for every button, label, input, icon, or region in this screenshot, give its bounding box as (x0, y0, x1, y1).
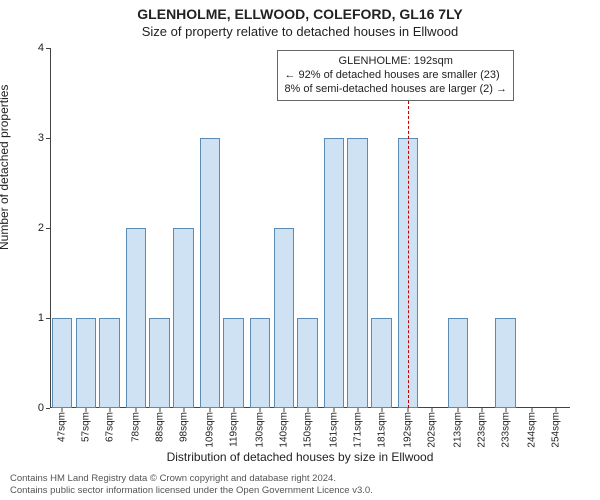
x-tick-label: 150sqm (302, 412, 313, 448)
x-tick-label: 181sqm (376, 412, 387, 448)
bar (200, 138, 221, 408)
x-tick-label: 98sqm (178, 412, 189, 442)
attribution: Contains HM Land Registry data © Crown c… (10, 473, 590, 496)
x-tick-label: 244sqm (526, 412, 537, 448)
bar (250, 318, 271, 408)
bar (149, 318, 170, 408)
bar (448, 318, 469, 408)
x-tick-label: 130sqm (254, 412, 265, 448)
x-tick-label: 57sqm (80, 412, 91, 442)
x-tick-label: 161sqm (328, 412, 339, 448)
annotation-box: GLENHOLME: 192sqm← 92% of detached house… (277, 50, 514, 101)
x-tick-label: 67sqm (104, 412, 115, 442)
annotation-line1: ← 92% of detached houses are smaller (23… (284, 69, 507, 83)
page-title: GLENHOLME, ELLWOOD, COLEFORD, GL16 7LY (0, 6, 600, 22)
x-tick-label: 88sqm (154, 412, 165, 442)
x-axis-label: Distribution of detached houses by size … (0, 450, 600, 464)
annotation-title: GLENHOLME: 192sqm (284, 55, 507, 69)
bar (495, 318, 516, 408)
page-subtitle: Size of property relative to detached ho… (0, 24, 600, 39)
y-tick-mark (46, 138, 50, 139)
x-tick-label: 192sqm (402, 412, 413, 448)
bar (371, 318, 392, 408)
x-tick-label: 140sqm (278, 412, 289, 448)
bar (173, 228, 194, 408)
attribution-line1: Contains HM Land Registry data © Crown c… (10, 473, 590, 484)
y-tick-mark (46, 318, 50, 319)
bar (297, 318, 318, 408)
y-axis-label: Number of detached properties (0, 85, 11, 250)
bar (99, 318, 120, 408)
y-tick-label: 3 (38, 132, 44, 144)
y-tick-mark (46, 408, 50, 409)
bar (274, 228, 295, 408)
bar (52, 318, 73, 408)
x-tick-label: 109sqm (204, 412, 215, 448)
y-tick-mark (46, 228, 50, 229)
x-tick-label: 254sqm (550, 412, 561, 448)
y-tick-label: 1 (38, 312, 44, 324)
marker-line (408, 101, 409, 408)
y-tick-mark (46, 48, 50, 49)
y-tick-label: 4 (38, 42, 44, 54)
y-tick-label: 0 (38, 402, 44, 414)
bar (126, 228, 147, 408)
bar (223, 318, 244, 408)
annotation-line2: 8% of semi-detached houses are larger (2… (284, 83, 507, 97)
x-tick-label: 78sqm (130, 412, 141, 442)
figure: GLENHOLME, ELLWOOD, COLEFORD, GL16 7LY S… (0, 0, 600, 500)
bar (324, 138, 345, 408)
x-tick-label: 47sqm (56, 412, 67, 442)
bar (347, 138, 368, 408)
bar (76, 318, 97, 408)
attribution-line2: Contains public sector information licen… (10, 485, 590, 496)
x-tick-label: 233sqm (500, 412, 511, 448)
x-tick-label: 223sqm (476, 412, 487, 448)
plot-area: 0123447sqm57sqm67sqm78sqm88sqm98sqm109sq… (50, 48, 570, 408)
y-tick-label: 2 (38, 222, 44, 234)
x-tick-label: 171sqm (352, 412, 363, 448)
x-tick-label: 213sqm (452, 412, 463, 448)
x-tick-label: 119sqm (228, 412, 239, 447)
x-tick-label: 202sqm (426, 412, 437, 448)
